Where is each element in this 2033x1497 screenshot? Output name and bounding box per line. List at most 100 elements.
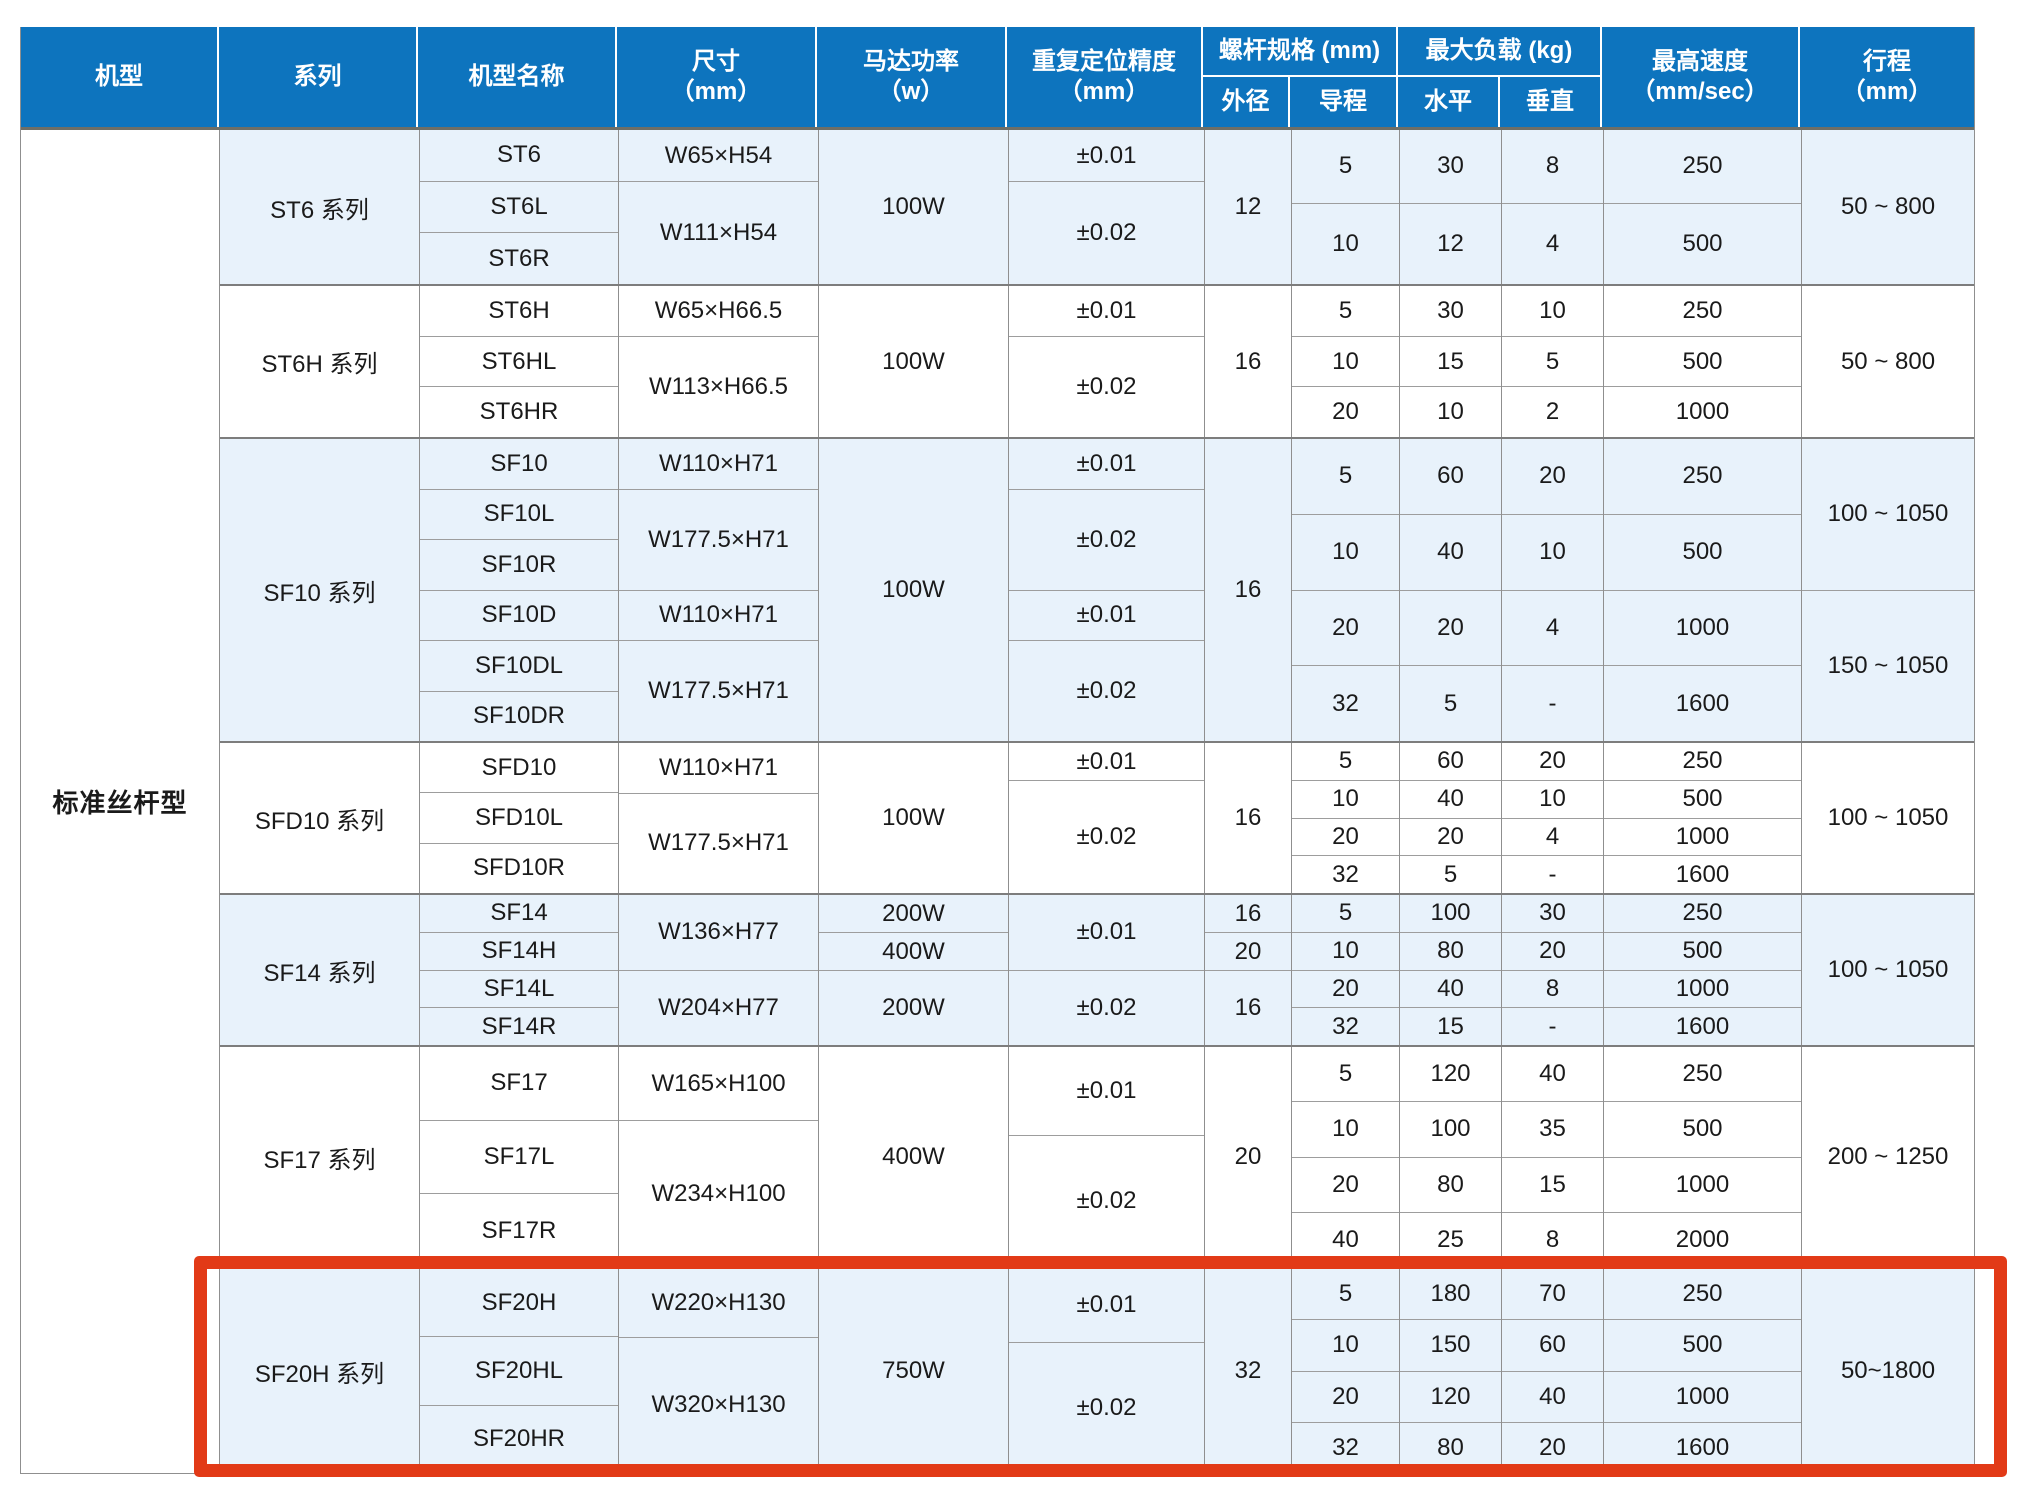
model-cell: SFD10L xyxy=(420,792,618,842)
col-series: ST6H 系列 xyxy=(220,286,419,437)
series-block-sfd10: SFD10 系列 SFD10 SFD10L SFD10R W110×H71 W177.5×… xyxy=(220,741,1974,893)
col-vertical: 40 35 15 8 xyxy=(1501,1047,1603,1267)
col-lead: 5 10 20 xyxy=(1291,286,1399,437)
speed-cell: 500 xyxy=(1604,202,1801,284)
col-vertical: 10 5 2 xyxy=(1501,286,1603,437)
lead-cell: 10 xyxy=(1292,931,1399,970)
machine-type-cell: 标准丝杆型 xyxy=(21,130,219,1473)
vertical-cell: - xyxy=(1502,1007,1603,1045)
stroke-cell: 50 ~ 800 xyxy=(1840,347,1936,375)
series-block-sf14: SF14 系列 SF14 SF14H SF14L SF14R W136×H77 W204×H… xyxy=(220,893,1974,1045)
col-model: SF10 SF10L SF10R SF10D SF10DL SF10DR xyxy=(419,439,618,741)
size-cell: W65×H66.5 xyxy=(654,297,783,324)
lead-cell: 5 xyxy=(1338,1060,1353,1088)
model-cell: SF10 xyxy=(490,449,548,477)
speed-cell: 250 xyxy=(1682,1060,1723,1088)
col-stroke: 200 ~ 1250 xyxy=(1801,1047,1974,1267)
stroke-cell: 100 ~ 1050 xyxy=(1827,956,1949,983)
series-block-st6h: ST6H 系列 ST6H ST6HL ST6HR W65×H66.5 W113×H66.5… xyxy=(220,284,1974,437)
horizontal-cell: 80 xyxy=(1400,1156,1501,1212)
horizontal-cell: 20 xyxy=(1400,589,1501,666)
col-stroke: 100 ~ 1050 150 ~ 1050 xyxy=(1801,439,1974,741)
col-stroke: 50 ~ 800 xyxy=(1801,286,1974,437)
lead-cell: 10 xyxy=(1292,335,1399,387)
series-cell: ST6H 系列 xyxy=(261,351,378,378)
col-size: W136×H77 W204×H77 xyxy=(618,895,818,1045)
vertical-cell: 4 xyxy=(1502,817,1603,856)
precision-cell: ±0.01 xyxy=(1009,589,1204,641)
col-precision: ±0.01 ±0.02 ±0.01 ±0.02 xyxy=(1008,439,1204,741)
size-cell: W110×H71 xyxy=(659,753,778,781)
lead-cell: 32 xyxy=(1292,855,1399,893)
speed-cell: 500 xyxy=(1604,1101,1801,1156)
col-speed: 250 500 xyxy=(1603,130,1801,284)
col-precision: ±0.01 ±0.02 xyxy=(1008,1047,1204,1267)
col-power: 750W xyxy=(818,1269,1008,1473)
speed-cell: 500 xyxy=(1604,335,1801,387)
precision-cell: ±0.01 xyxy=(1076,918,1137,946)
power-cell: 400W xyxy=(882,1143,945,1170)
vertical-cell: 8 xyxy=(1502,1211,1603,1267)
col-model: ST6H ST6HL ST6HR xyxy=(419,286,618,437)
col-model: SF14 SF14H SF14L SF14R xyxy=(419,895,618,1045)
col-od: 12 xyxy=(1204,130,1291,284)
horizontal-cell: 40 xyxy=(1400,779,1501,818)
header-series: 系列 xyxy=(219,27,418,127)
stroke-cell: 100 ~ 1050 xyxy=(1827,804,1949,831)
header-stroke: 行程 （mm） xyxy=(1841,48,1933,105)
col-power: 100W xyxy=(818,743,1008,893)
lead-cell: 20 xyxy=(1292,817,1399,856)
horizontal-cell: 15 xyxy=(1400,335,1501,387)
lead-cell: 10 xyxy=(1292,513,1399,590)
precision-cell: ±0.02 xyxy=(1009,780,1204,893)
table-body-blocks: ST6 系列 ST6 ST6L ST6R W65×H54 W111×H54 100W ±0.0… xyxy=(219,130,1974,1473)
precision-cell: ±0.01 xyxy=(1076,297,1137,324)
vertical-cell: 40 xyxy=(1539,1060,1566,1088)
speed-cell: 1000 xyxy=(1604,969,1801,1008)
size-cell: W110×H71 xyxy=(659,449,778,477)
vertical-cell: 10 xyxy=(1502,513,1603,590)
col-stroke: 100 ~ 1050 xyxy=(1801,895,1974,1045)
speed-cell: 1000 xyxy=(1604,1156,1801,1212)
model-cell: SF10DR xyxy=(420,690,618,742)
stroke-cell: 50 ~ 800 xyxy=(1840,193,1936,220)
model-cell: SF10DL xyxy=(420,640,618,691)
col-power: 100W xyxy=(818,439,1008,741)
vertical-cell: 8 xyxy=(1545,152,1560,180)
horizontal-cell: 80 xyxy=(1400,1421,1501,1473)
header-max-load-group: 最大负载 (kg) xyxy=(1398,27,1602,77)
size-cell: W111×H54 xyxy=(619,181,818,284)
speed-cell: 1600 xyxy=(1604,665,1801,741)
series-cell: SF10 系列 xyxy=(263,579,376,607)
vertical-cell: 20 xyxy=(1502,931,1603,970)
size-cell: W320×H130 xyxy=(619,1336,818,1473)
precision-cell: ±0.01 xyxy=(1076,747,1137,775)
series-block-sf20h: SF20H 系列 SF20H SF20HL SF20HR W220×H130 W320×H… xyxy=(220,1267,1974,1473)
vertical-cell: 70 xyxy=(1539,1280,1566,1308)
col-series: SF20H 系列 xyxy=(220,1269,419,1473)
lead-cell: 10 xyxy=(1292,779,1399,818)
size-cell: W110×H71 xyxy=(619,589,818,641)
horizontal-cell: 15 xyxy=(1400,1007,1501,1045)
series-cell: SFD10 系列 xyxy=(254,807,385,835)
table-header: 机型 系列 机型名称 尺寸 （mm） 马达功率 （w） 重复定位精度 （mm） … xyxy=(21,27,1974,130)
speed-cell: 250 xyxy=(1682,152,1723,180)
lead-cell: 20 xyxy=(1292,1156,1399,1212)
precision-cell: ±0.02 xyxy=(1009,1341,1204,1474)
power-cell: 100W xyxy=(882,804,945,831)
col-vertical: 70 60 40 20 xyxy=(1501,1269,1603,1473)
model-cell: SF17 xyxy=(490,1069,548,1097)
horizontal-cell: 30 xyxy=(1437,296,1464,324)
col-od: 16 20 16 xyxy=(1204,895,1291,1045)
vertical-cell: 2 xyxy=(1502,386,1603,437)
lead-cell: 5 xyxy=(1338,899,1353,927)
horizontal-cell: 5 xyxy=(1400,665,1501,741)
col-precision: ±0.01 ±0.02 xyxy=(1008,286,1204,437)
power-cell: 400W xyxy=(819,932,1008,970)
precision-cell: ±0.02 xyxy=(1009,336,1204,437)
model-cell: ST6HL xyxy=(420,335,618,387)
vertical-cell: 4 xyxy=(1502,202,1603,284)
stroke-cell: 150 ~ 1050 xyxy=(1802,589,1974,742)
model-cell: SF14H xyxy=(420,931,618,970)
speed-cell: 1000 xyxy=(1604,386,1801,437)
